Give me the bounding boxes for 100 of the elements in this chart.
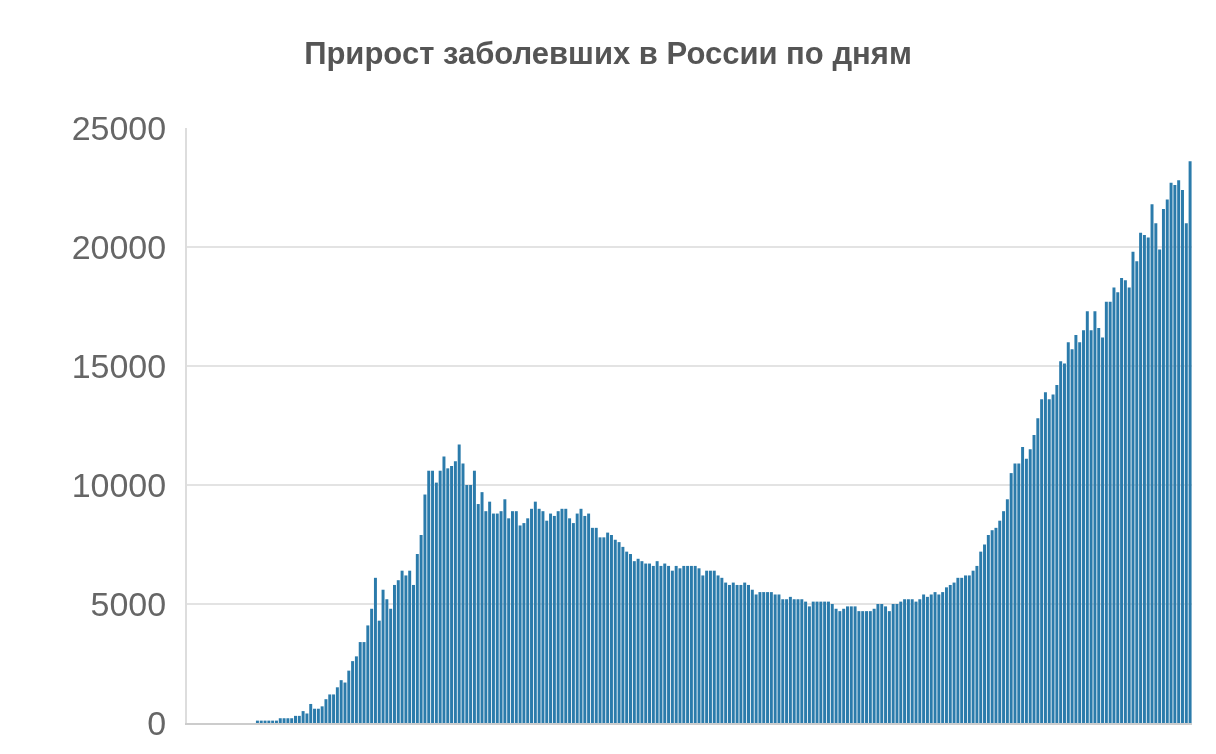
bar <box>404 575 408 723</box>
bar <box>754 594 758 723</box>
bar <box>853 606 857 723</box>
bar <box>316 708 320 723</box>
bar <box>929 594 933 723</box>
bar <box>933 592 937 723</box>
bar <box>944 587 948 723</box>
bar <box>762 592 766 723</box>
bar <box>800 599 804 723</box>
y-tick-label: 0 <box>147 703 167 742</box>
bar <box>819 601 823 723</box>
bar <box>990 530 994 723</box>
bar <box>788 596 792 723</box>
bar <box>488 501 492 723</box>
bar <box>392 584 396 723</box>
bar <box>895 604 899 723</box>
y-tick-label: 15000 <box>71 346 167 385</box>
bar <box>511 511 514 723</box>
bar <box>868 611 872 723</box>
bar <box>838 611 842 723</box>
bar <box>278 718 282 723</box>
bar <box>727 584 731 723</box>
bar <box>747 584 750 723</box>
bar <box>621 546 625 723</box>
bar <box>872 608 876 723</box>
chart-title: Прирост заболевших в России по дням <box>304 35 912 71</box>
bar <box>952 582 956 723</box>
bar <box>735 584 739 723</box>
y-tick-label: 10000 <box>71 465 167 504</box>
bar <box>804 601 808 723</box>
bar <box>659 565 663 723</box>
bar <box>1059 361 1063 723</box>
bar <box>1142 235 1146 723</box>
bar <box>708 570 712 723</box>
bar <box>925 596 929 723</box>
bar <box>903 599 907 723</box>
bar <box>971 570 975 723</box>
bar <box>937 594 941 723</box>
bar <box>575 513 579 723</box>
bar <box>811 601 815 723</box>
bar <box>834 608 838 723</box>
bar <box>313 708 317 723</box>
bar <box>777 594 781 723</box>
bar <box>865 611 868 723</box>
bar <box>1021 446 1025 723</box>
bar <box>613 539 617 723</box>
bar <box>686 565 690 723</box>
bar <box>842 608 846 723</box>
bar <box>724 582 728 723</box>
bar <box>339 680 343 723</box>
bar <box>644 563 648 723</box>
y-tick-label: 5000 <box>90 584 167 623</box>
bar <box>964 575 967 723</box>
bar <box>948 584 952 723</box>
bar <box>682 565 686 723</box>
bar <box>450 465 454 723</box>
bar <box>1177 180 1181 723</box>
bar <box>381 589 385 723</box>
bar <box>514 511 518 723</box>
bar <box>670 570 674 723</box>
bar <box>693 565 697 723</box>
bar <box>899 601 903 723</box>
bar <box>807 606 811 723</box>
bar <box>743 582 747 723</box>
bar <box>457 444 461 723</box>
bar <box>705 570 709 723</box>
bar <box>1066 342 1070 723</box>
bar <box>358 642 362 723</box>
bar <box>1123 280 1127 723</box>
bar <box>651 565 655 723</box>
bar <box>640 561 644 723</box>
bar <box>922 594 926 723</box>
bar <box>773 594 777 723</box>
bar <box>769 592 773 723</box>
bar <box>758 592 762 723</box>
bar <box>556 511 560 723</box>
bar <box>823 601 827 723</box>
bar <box>1150 204 1154 723</box>
bar <box>750 589 754 723</box>
bar <box>826 601 830 723</box>
bar <box>1112 287 1116 723</box>
bar <box>648 563 652 723</box>
bar <box>766 592 770 723</box>
bar <box>674 565 678 723</box>
bar <box>594 527 598 723</box>
bar <box>960 577 964 723</box>
bar <box>282 718 286 723</box>
bar <box>655 561 659 723</box>
bar <box>625 551 629 723</box>
bar <box>427 470 431 723</box>
bar <box>1085 311 1089 723</box>
bar <box>552 515 556 723</box>
bar <box>846 606 849 723</box>
bar <box>408 570 412 723</box>
bar <box>609 534 613 723</box>
bar <box>906 599 910 723</box>
bar <box>697 568 701 723</box>
bar <box>1120 277 1124 723</box>
bar <box>564 508 568 723</box>
bar <box>712 570 716 723</box>
